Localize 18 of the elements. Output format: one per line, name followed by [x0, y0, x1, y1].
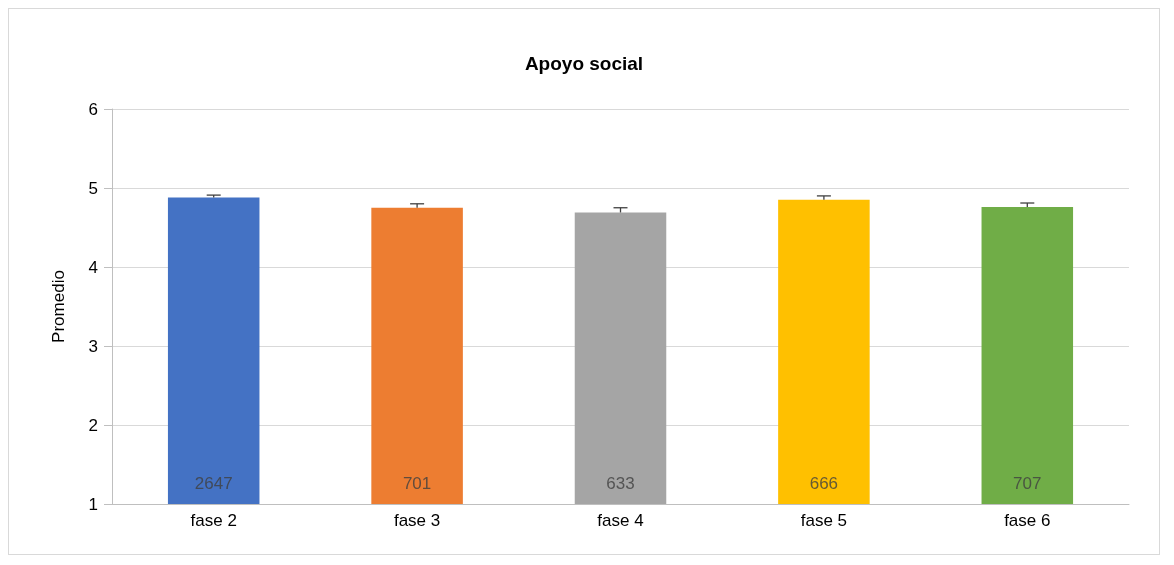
y-tick-label: 6: [88, 99, 98, 119]
y-tick-label: 3: [88, 336, 98, 356]
chart-title: Apoyo social: [524, 53, 644, 74]
annotation: 2647: [194, 474, 233, 493]
x-tick-label: fase 2: [190, 511, 237, 530]
x-tick-label: fase 5: [800, 511, 848, 530]
annotation: 633: [606, 474, 635, 493]
annotation: 701: [402, 474, 432, 493]
y-tick-label: 4: [88, 257, 98, 277]
y-tick-label: 2: [88, 415, 98, 435]
annotation: 707: [1013, 474, 1042, 493]
y-tick-label: 1: [88, 494, 98, 514]
x-tick-label: fase 4: [597, 511, 644, 530]
x-tick-label: fase 3: [393, 511, 441, 530]
annotation: 666: [809, 474, 839, 493]
y-axis-title: Promedio: [49, 270, 68, 343]
x-tick-label: fase 6: [1004, 511, 1051, 530]
y-tick-label: 5: [88, 178, 98, 198]
